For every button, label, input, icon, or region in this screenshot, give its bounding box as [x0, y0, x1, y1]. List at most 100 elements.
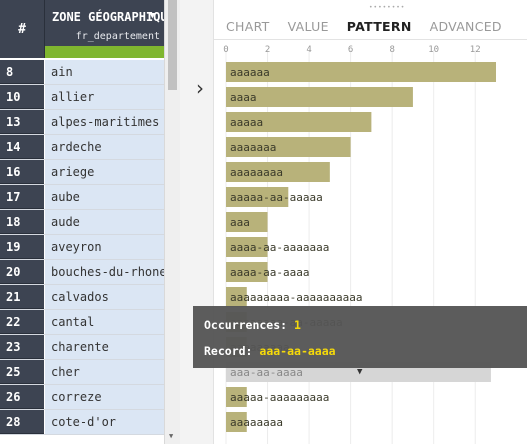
tooltip-occurrences-label: Occurrences:: [204, 318, 288, 332]
tooltip-record-label: Record:: [204, 344, 253, 358]
cell-value[interactable]: correze: [45, 385, 164, 409]
cell-value[interactable]: alpes-maritimes: [45, 110, 164, 134]
bar-pattern-label: aaaaaaaa: [230, 416, 283, 429]
bar-pattern-label: aaaaa-aaaaaaaaa: [230, 391, 329, 404]
table-row[interactable]: 16 ariege: [0, 160, 164, 185]
table-row[interactable]: 28 cote-d'or: [0, 410, 164, 435]
column-header-zone[interactable]: ZONE GÉOGRAPHIQUE ▼ fr_departement: [45, 0, 164, 58]
table-row[interactable]: 21 calvados: [0, 285, 164, 310]
row-index: 20: [0, 260, 44, 284]
row-index: 28: [0, 410, 44, 434]
column-title: ZONE GÉOGRAPHIQUE: [52, 10, 164, 24]
pattern-bar[interactable]: [226, 187, 289, 207]
pattern-bar[interactable]: [226, 387, 247, 407]
table-row[interactable]: 25 cher: [0, 360, 164, 385]
row-index: 10: [0, 85, 44, 109]
cell-value[interactable]: allier: [45, 85, 164, 109]
table-row[interactable]: 23 charente: [0, 335, 164, 360]
cell-value[interactable]: aveyron: [45, 235, 164, 259]
row-index: 16: [0, 160, 44, 184]
vertical-scrollbar[interactable]: ▼: [164, 0, 180, 444]
table-row[interactable]: 19 aveyron: [0, 235, 164, 260]
index-column-header: #: [0, 0, 44, 58]
row-index: 19: [0, 235, 44, 259]
bar-pattern-label: aaa-aa-aaaa: [230, 366, 303, 379]
x-tick-label: 2: [265, 45, 270, 55]
pattern-bar[interactable]: [226, 212, 268, 232]
pattern-bar[interactable]: [226, 87, 413, 107]
table-row[interactable]: 17 aube: [0, 185, 164, 210]
cell-value[interactable]: cher: [45, 360, 164, 384]
row-index: 25: [0, 360, 44, 384]
bar-tooltip: Occurrences: 1 Record: aaa-aa-aaaa ▼: [193, 306, 527, 377]
x-tick-label: 4: [306, 45, 311, 55]
collapse-panel-chevron-right-icon[interactable]: ›: [196, 76, 204, 100]
table-row[interactable]: 14 ardeche: [0, 135, 164, 160]
x-tick-label: 0: [223, 45, 228, 55]
table-row[interactable]: 10 allier: [0, 85, 164, 110]
cell-value[interactable]: aube: [45, 185, 164, 209]
x-tick-label: 10: [428, 45, 439, 55]
row-index: 21: [0, 285, 44, 309]
tooltip-record-value: aaa-aa-aaaa: [259, 344, 336, 358]
bar-pattern-label: aaaa-aa-aaaa: [230, 266, 309, 279]
pattern-bar[interactable]: [226, 262, 268, 282]
table-row[interactable]: 13 alpes-maritimes: [0, 110, 164, 135]
cell-value[interactable]: cote-d'or: [45, 410, 164, 434]
row-index: 18: [0, 210, 44, 234]
x-tick-label: 12: [470, 45, 481, 55]
tab-value[interactable]: VALUE: [287, 19, 329, 34]
x-tick-label: 8: [389, 45, 394, 55]
row-index: 22: [0, 310, 44, 334]
bar-pattern-label: aaaaaaaaa-aaaaaaaaaa: [230, 291, 362, 304]
scroll-down-arrow-icon[interactable]: ▼: [169, 432, 174, 440]
cell-value[interactable]: ariege: [45, 160, 164, 184]
bar-pattern-label: aaaaaaaa: [230, 166, 283, 179]
grid-rows: 8 ain 10 allier 13 alpes-maritimes 14 ardeche 16…: [0, 60, 164, 435]
pattern-bar[interactable]: [226, 162, 330, 182]
table-row[interactable]: 20 bouches-du-rhone: [0, 260, 164, 285]
bar-pattern-label: aaaaaaa: [230, 141, 276, 154]
bar-pattern-label: aaaaa-aa-aaaaa: [230, 191, 323, 204]
pattern-bar[interactable]: [226, 237, 268, 257]
tab-advanced[interactable]: ADVANCED: [429, 19, 502, 34]
table-row[interactable]: 8 ain: [0, 60, 164, 85]
row-index: 8: [0, 60, 44, 84]
pattern-bar[interactable]: [226, 137, 351, 157]
panel-tabs: CHART VALUE PATTERN ADVANCED: [226, 19, 502, 34]
bar-pattern-label: aaaaaa: [230, 66, 270, 79]
cell-value[interactable]: calvados: [45, 285, 164, 309]
cell-value[interactable]: ardeche: [45, 135, 164, 159]
bar-pattern-label: aaa: [230, 216, 250, 229]
column-quality-bar: [45, 46, 164, 58]
side-panel: •••••••• CHART VALUE PATTERN ADVANCED 0 2…: [213, 0, 527, 444]
pattern-bar[interactable]: [226, 112, 372, 132]
cell-value[interactable]: bouches-du-rhone: [45, 260, 164, 284]
column-type: fr_departement: [75, 31, 160, 42]
pattern-bar[interactable]: [226, 412, 247, 432]
pattern-bar-chart: 0 2 4 6 8 10 12aaaaaaaaaaaaaaaaaaaaaaaaaaaaaaa…: [223, 45, 496, 444]
pattern-bar[interactable]: [226, 287, 247, 307]
row-index: 17: [0, 185, 44, 209]
bar-pattern-label: aaaa: [230, 91, 257, 104]
row-index: 26: [0, 385, 44, 409]
bar-pattern-label: aaaa-aa-aaaaaaa: [230, 241, 329, 254]
table-row[interactable]: 22 cantal: [0, 310, 164, 335]
table-row[interactable]: 26 correze: [0, 385, 164, 410]
table-row[interactable]: 18 aude: [0, 210, 164, 235]
row-index: 23: [0, 335, 44, 359]
bar-pattern-label: aaaaa: [230, 116, 263, 129]
scrollbar-thumb[interactable]: [168, 0, 177, 90]
x-tick-label: 6: [348, 45, 353, 55]
row-index: 14: [0, 135, 44, 159]
tab-chart[interactable]: CHART: [226, 19, 270, 34]
pattern-bar[interactable]: [226, 62, 496, 82]
tab-pattern[interactable]: PATTERN: [346, 19, 412, 34]
panel-resize-grip-icon[interactable]: ••••••••: [369, 4, 406, 11]
column-menu-chevron-down-icon[interactable]: ▼: [149, 11, 155, 21]
cell-value[interactable]: cantal: [45, 310, 164, 334]
cell-value[interactable]: aude: [45, 210, 164, 234]
cell-value[interactable]: charente: [45, 335, 164, 359]
tooltip-caret-icon: ▼: [357, 367, 363, 377]
cell-value[interactable]: ain: [45, 60, 164, 84]
